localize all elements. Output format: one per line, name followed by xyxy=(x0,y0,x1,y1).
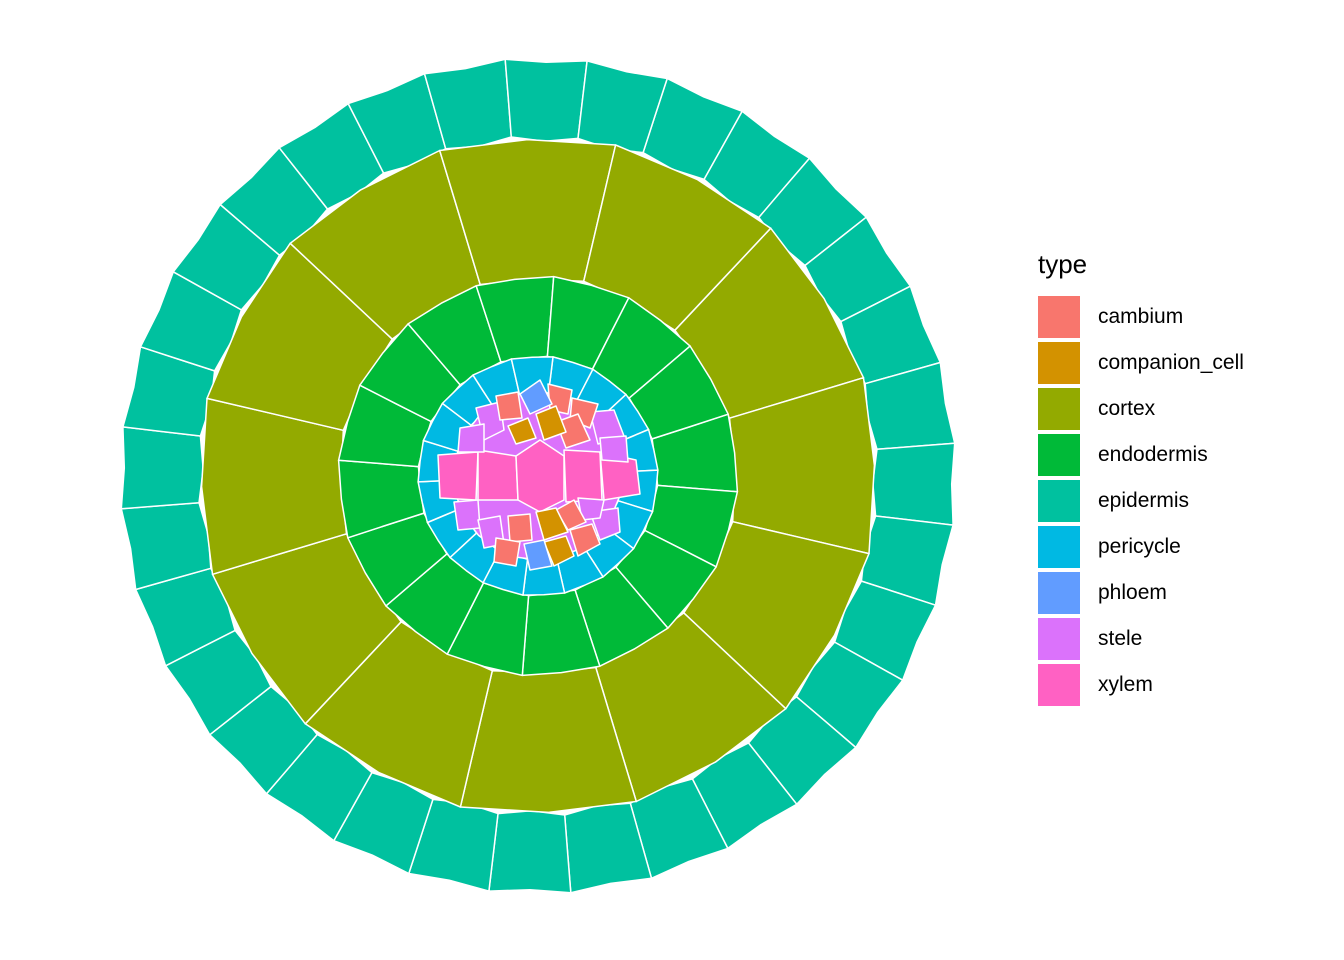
stele-cell xyxy=(457,423,485,453)
legend-label: companion_cell xyxy=(1098,351,1244,374)
legend-label: endodermis xyxy=(1098,443,1208,466)
legend-key xyxy=(1038,480,1080,522)
stele-cell xyxy=(453,499,481,531)
legend-title: type xyxy=(1038,249,1088,279)
legend-item-cambium: cambium xyxy=(1038,294,1244,340)
legend-key xyxy=(1038,664,1080,706)
legend-key xyxy=(1038,388,1080,430)
legend-key xyxy=(1038,618,1080,660)
legend-item-epidermis: epidermis xyxy=(1038,478,1244,524)
companion-cell-cell xyxy=(535,507,569,541)
companion-cell-cell xyxy=(507,417,537,445)
cambium-cell xyxy=(493,537,521,567)
root-cross-section-plot xyxy=(120,58,956,894)
legend-label: cortex xyxy=(1098,397,1156,420)
epidermis-cell xyxy=(120,426,204,510)
legend-item-xylem: xylem xyxy=(1038,662,1244,708)
xylem-cell xyxy=(477,449,519,501)
legend-key xyxy=(1038,526,1080,568)
phloem-cell xyxy=(519,379,553,415)
legend-item-stele: stele xyxy=(1038,616,1244,662)
epidermis-cell xyxy=(872,442,956,526)
cambium-cell xyxy=(495,391,523,421)
legend-key xyxy=(1038,434,1080,476)
legend-item-phloem: phloem xyxy=(1038,570,1244,616)
legend-item-pericycle: pericycle xyxy=(1038,524,1244,570)
legend-item-endodermis: endodermis xyxy=(1038,432,1244,478)
xylem-cell xyxy=(515,439,565,513)
epidermis-cell xyxy=(488,810,572,894)
legend-label: cambium xyxy=(1098,305,1184,328)
legend-key xyxy=(1038,342,1080,384)
stele-cell xyxy=(599,435,629,463)
legend-label: stele xyxy=(1098,627,1143,650)
legend-label: xylem xyxy=(1098,673,1153,696)
companion-cell-cell xyxy=(535,405,567,441)
legend-label: pericycle xyxy=(1098,535,1181,558)
cambium-cell xyxy=(569,523,601,557)
epidermis-cell xyxy=(504,58,588,142)
xylem-cell xyxy=(563,449,603,503)
legend-item-companion-cell: companion_cell xyxy=(1038,340,1244,386)
legend-key xyxy=(1038,296,1080,338)
phloem-cell xyxy=(523,539,553,571)
legend-key xyxy=(1038,572,1080,614)
legend-item-cortex: cortex xyxy=(1038,386,1244,432)
cambium-cell xyxy=(507,513,533,543)
companion-cell-cell xyxy=(543,535,575,567)
legend-label: phloem xyxy=(1098,581,1167,604)
xylem-cell xyxy=(437,451,479,501)
cambium-cell xyxy=(555,413,591,449)
legend-label: epidermis xyxy=(1098,489,1190,512)
